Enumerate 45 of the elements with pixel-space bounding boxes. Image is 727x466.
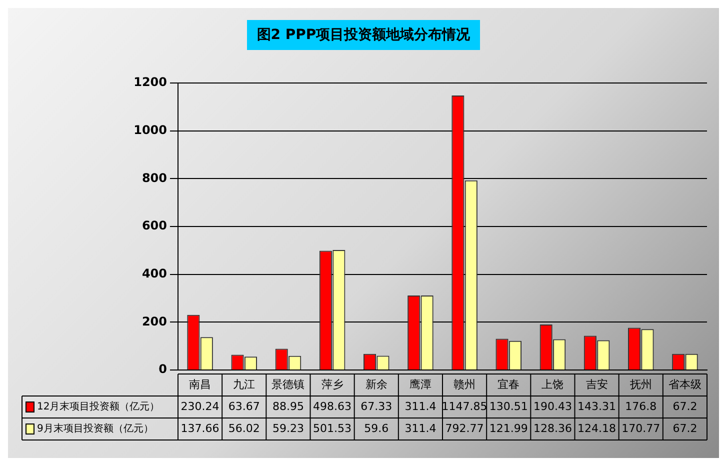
y-tick-label: 800 bbox=[142, 170, 167, 185]
data-label: 124.18 bbox=[578, 422, 616, 435]
data-label: 230.24 bbox=[180, 400, 220, 413]
legend-label: 12月末项目投资额（亿元） bbox=[37, 400, 160, 413]
data-label: 137.66 bbox=[180, 422, 220, 435]
y-tick-label: 0 bbox=[158, 362, 167, 376]
x-tick-label: 南昌 bbox=[189, 378, 212, 391]
y-tick-label: 200 bbox=[142, 314, 167, 328]
data-label: 67.2 bbox=[672, 422, 698, 435]
x-tick-label: 九江 bbox=[233, 378, 256, 391]
x-tick-label: 鹰潭 bbox=[409, 378, 432, 391]
data-label: 190.43 bbox=[533, 400, 572, 413]
data-label: 311.4 bbox=[404, 422, 436, 435]
x-tick-label: 宜春 bbox=[498, 378, 520, 391]
data-label: 67.2 bbox=[672, 400, 698, 413]
data-label: 121.99 bbox=[489, 422, 528, 435]
x-tick-label: 吉安 bbox=[586, 378, 608, 391]
data-label: 59.6 bbox=[364, 422, 389, 435]
data-label: 59.23 bbox=[272, 422, 304, 435]
y-tick-label: 1200 bbox=[134, 75, 167, 90]
x-tick-label: 萍乡 bbox=[321, 378, 344, 391]
y-tick-label: 600 bbox=[142, 218, 167, 233]
x-tick-label: 抚州 bbox=[628, 378, 652, 391]
data-label: 501.53 bbox=[313, 422, 352, 435]
y-tick-label: 1000 bbox=[134, 122, 167, 137]
chart-title: 图2 PPP项目投资额地域分布情况 bbox=[246, 20, 480, 50]
data-label: 498.63 bbox=[313, 400, 352, 413]
data-label: 63.67 bbox=[228, 400, 260, 413]
data-label: 67.33 bbox=[360, 400, 392, 413]
data-label: 88.95 bbox=[272, 400, 304, 413]
x-tick-label: 景德镇 bbox=[272, 378, 305, 391]
x-tick-label: 上饶 bbox=[542, 378, 564, 391]
x-tick-label: 赣州 bbox=[454, 378, 476, 391]
data-label: 130.51 bbox=[489, 400, 528, 413]
x-tick-label: 省本级 bbox=[668, 378, 702, 391]
legend-label: 9月末项目投资额（亿元） bbox=[37, 422, 154, 435]
data-label: 311.4 bbox=[404, 400, 436, 413]
y-tick-label: 400 bbox=[142, 266, 167, 280]
x-tick-label: 新余 bbox=[365, 378, 388, 391]
data-label: 792.77 bbox=[445, 422, 484, 435]
data-label: 176.8 bbox=[625, 400, 657, 413]
data-label: 170.77 bbox=[622, 422, 660, 435]
data-label: 143.31 bbox=[578, 400, 616, 413]
data-label: 56.02 bbox=[228, 422, 260, 435]
data-label: 128.36 bbox=[533, 422, 572, 435]
